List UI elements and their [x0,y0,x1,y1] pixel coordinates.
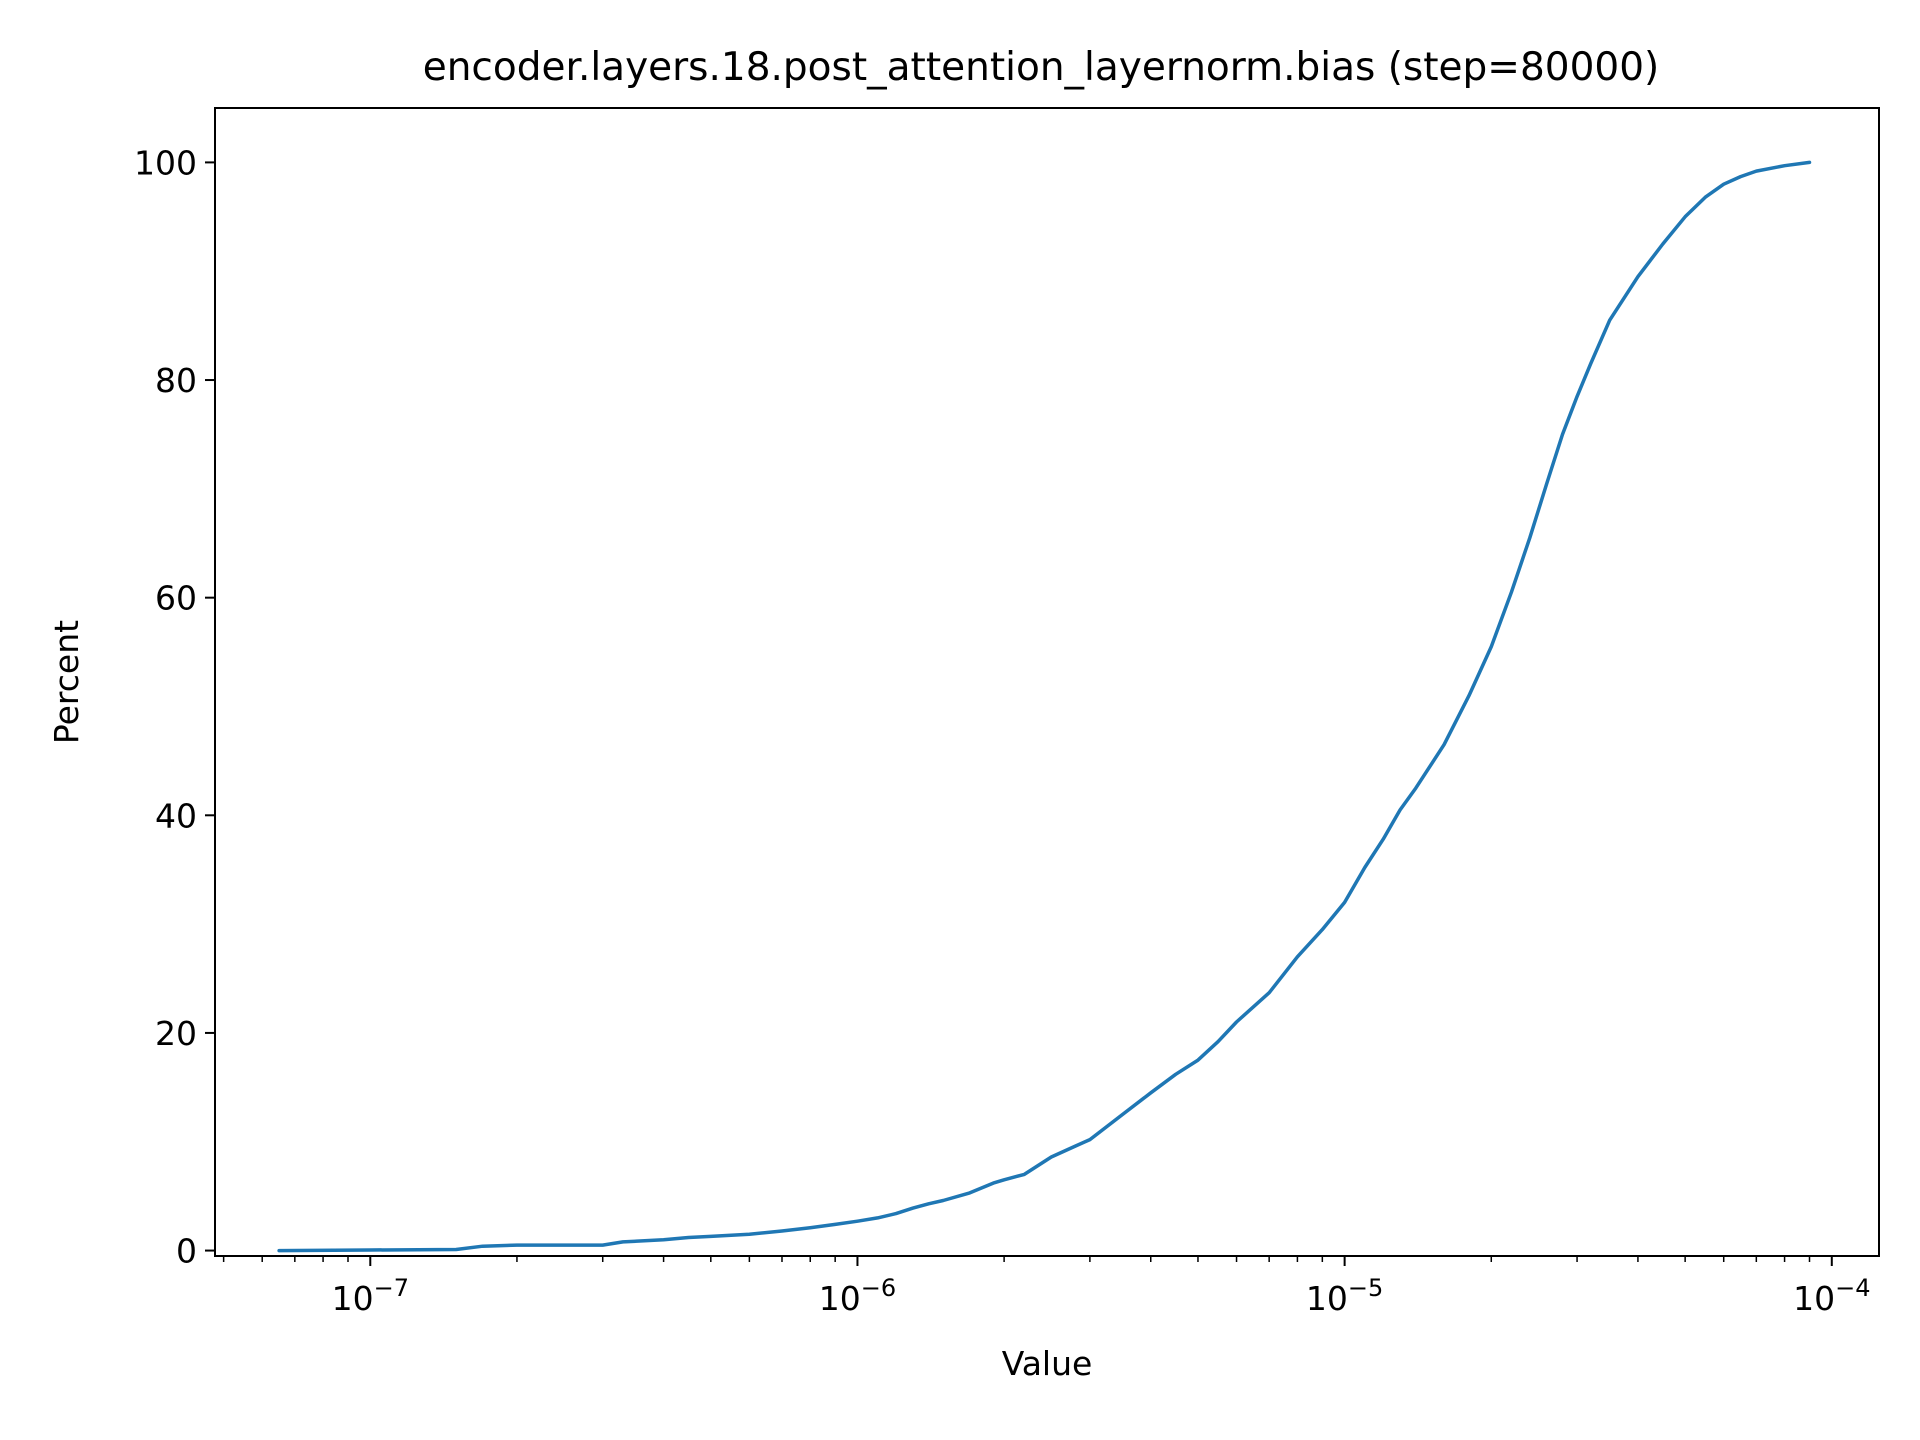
series-line [277,160,1812,1253]
y-tick-label: 60 [155,579,197,618]
chart-title: encoder.layers.18.post_attention_layerno… [423,45,1660,90]
x-tick-label: 10−5 [1306,1274,1383,1318]
y-axis-label: Percent [47,620,86,744]
x-tick-exponent: −5 [1348,1274,1383,1302]
x-tick-label: 10−6 [819,1274,896,1318]
x-tick-label: 10−4 [1793,1274,1870,1318]
y-tick-label: 100 [134,143,197,182]
y-tick-label: 0 [176,1232,197,1271]
x-axis-label: Value [1002,1344,1093,1383]
x-tick-exponent: −6 [861,1274,896,1302]
y-axis-ticks: 0 20 40 60 80 100 [134,143,215,1271]
x-tick-mantissa: 10 [1793,1279,1835,1318]
x-tick-mantissa: 10 [332,1279,374,1318]
x-tick-mantissa: 10 [819,1279,861,1318]
y-tick-label: 20 [155,1014,197,1053]
x-tick-label: 10−7 [332,1274,409,1318]
x-tick-exponent: −7 [374,1274,409,1302]
plot-frame [214,107,1880,1257]
x-tick-mantissa: 10 [1306,1279,1348,1318]
y-tick-label: 40 [155,796,197,835]
x-tick-exponent: −4 [1835,1274,1870,1302]
x-axis-ticks: 10−7 10−6 10−5 10−4 [222,1256,1870,1318]
y-tick-label: 80 [155,361,197,400]
